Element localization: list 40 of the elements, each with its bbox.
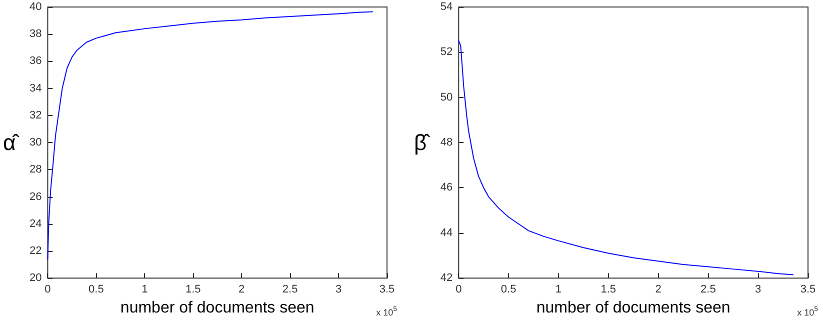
x-tick-label: 3.5 [800,284,816,296]
x-tick-label: 3 [755,284,762,296]
y-tick-label: 32 [29,109,42,122]
line-series [47,11,373,260]
y-tick-label: 54 [440,1,453,13]
y-axis-title: β̂ [414,130,431,156]
x-tick-label: 3 [335,284,342,296]
x-tick-label: 0 [44,284,51,296]
y-tick-label: 22 [29,244,42,257]
x-tick-label: 2 [238,284,245,296]
x-tick-label: 0.5 [88,284,104,296]
x-tick-label: 2 [655,284,662,296]
x-tick-label: 1.5 [185,284,201,296]
x-tick-label: 0.5 [500,284,516,296]
y-tick-label: 34 [29,82,42,94]
y-tick-label: 44 [440,226,453,239]
x-tick-label: 2.5 [282,284,298,296]
y-tick-label: 48 [440,136,453,149]
y-tick-label: 20 [29,272,42,284]
y-tick-label: 24 [29,218,42,230]
y-tick-label: 42 [440,272,453,284]
y-tick-label: 50 [440,91,453,104]
line-series [458,40,794,276]
x-tick-label: 3.5 [379,284,395,296]
x-tick-label: 0 [456,284,462,296]
y-tick-label: 26 [29,190,42,203]
x-axis-title: number of documents seen [536,300,730,316]
x-axis-title: number of documents seen [120,300,314,316]
x-tick-label: 1 [142,284,148,296]
y-tick-label: 52 [440,46,453,58]
y-tick-label: 28 [29,164,42,176]
y-axis-title: α̂ [3,130,20,156]
y-tick-label: 38 [29,28,42,40]
y-tick-label: 40 [29,1,42,13]
x-tick-label: 1.5 [600,284,616,296]
y-tick-label: 30 [29,136,42,149]
y-tick-label: 46 [440,182,453,194]
x-tick-label: 1 [555,284,562,296]
x-tick-label: 2.5 [700,284,716,296]
y-tick-label: 36 [29,55,42,68]
